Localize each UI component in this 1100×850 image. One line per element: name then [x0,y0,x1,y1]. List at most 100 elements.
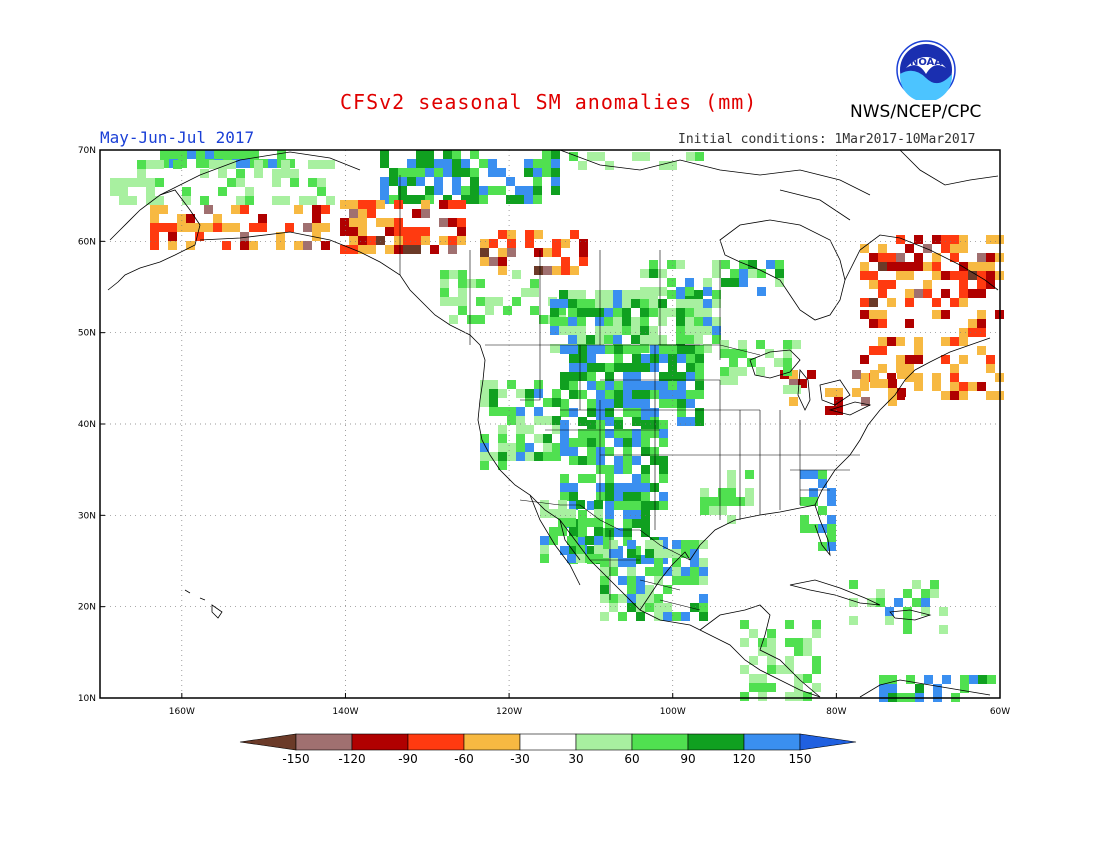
anomaly-cell [686,354,695,363]
anomaly-cell [461,186,470,195]
anomaly-cell [649,308,658,317]
anomaly-cell [641,474,650,483]
anomaly-cell [110,187,119,196]
anomaly-cell [425,186,434,195]
anomaly-cell [896,253,905,262]
anomaly-cell [578,429,587,438]
anomaly-cell [905,355,914,364]
anomaly-cell [807,370,816,379]
anomaly-cell [236,178,245,187]
anomaly-cell [587,474,596,483]
anomaly-cell [443,150,452,159]
anomaly-cell [204,205,213,214]
anomaly-cell [757,287,766,296]
anomaly-cell [552,389,561,398]
anomaly-cell [747,358,756,367]
anomaly-cell [569,152,578,161]
anomaly-cell [578,438,587,447]
anomaly-cell [695,345,704,354]
anomaly-cell [213,214,222,223]
anomaly-cell [636,585,645,594]
anomaly-cell [614,429,623,438]
anomaly-cell [941,244,950,253]
colorbar-segment [519,733,577,751]
anomaly-cell [695,354,704,363]
anomaly-cell [914,235,923,244]
anomaly-cell [480,380,489,389]
coastlines [107,149,999,698]
anomaly-cell [534,266,543,275]
anomaly-cell [699,612,708,621]
anomaly-cell [534,407,543,416]
anomaly-cell [587,438,596,447]
anomaly-cell [227,160,236,169]
anomaly-cell [631,326,640,335]
anomaly-cell [321,223,330,232]
anomaly-cell [677,381,686,390]
anomaly-cell [912,580,921,589]
anomaly-cell [749,683,758,692]
anomaly-cell [896,271,905,280]
anomaly-cell [879,684,888,693]
anomaly-cell [600,540,609,549]
anomaly-cell [738,349,747,358]
anomaly-cell [609,603,618,612]
anomaly-cell [622,326,631,335]
anomaly-cell [960,675,969,684]
anomaly-cell [586,299,595,308]
latitude-labels: 70N 60N 50N 40N 30N 20N 10N [78,146,105,704]
anomaly-cell [640,308,649,317]
anomaly-cell [534,248,543,257]
anomaly-cell [569,438,578,447]
colorbar-right-arrow [799,733,857,751]
anomaly-cell [756,340,765,349]
anomaly-cell [549,536,558,545]
anomaly-cell [168,232,177,241]
anomaly-cell [736,497,745,506]
anomaly-cell [631,299,640,308]
anomaly-cell [932,373,941,382]
anomaly-cell [470,168,479,177]
anomaly-cell [479,195,488,204]
anomaly-cell [650,456,659,465]
anomaly-cell [905,262,914,271]
anomaly-cell [618,576,627,585]
anomaly-cell [326,196,335,205]
anomaly-cell [605,519,614,528]
colorbar-segment [687,733,745,751]
anomaly-cell [349,227,358,236]
anomaly-cell [812,665,821,674]
anomaly-cell [977,280,986,289]
anomaly-cell [512,270,521,279]
anomaly-cell [480,443,489,452]
anomaly-cell [560,381,569,390]
anomaly-cell [594,500,603,509]
anomaly-cell [677,354,686,363]
anomaly-cell [578,345,587,354]
anomaly-cell [623,456,632,465]
anomaly-cell [690,567,699,576]
anomaly-cell [939,625,948,634]
anomaly-cell [146,160,155,169]
anomaly-cell [923,262,932,271]
anomaly-cell [389,195,398,204]
anomaly-cell [587,429,596,438]
anomaly-cell [258,223,267,232]
anomaly-cell [729,367,738,376]
anomaly-cell [605,161,614,170]
anomaly-cell [618,594,627,603]
anomaly-cell [685,317,694,326]
colorbar-segment [575,733,633,751]
hudson-bay [719,219,846,321]
anomaly-cell [458,270,467,279]
anomaly-cell [558,518,567,527]
anomaly-cell [654,576,663,585]
anomaly-cell [950,271,959,280]
anomaly-cell [932,310,941,319]
anomaly-cell [281,169,290,178]
anomaly-cell [915,684,924,693]
anomaly-cell [552,452,561,461]
anomaly-cell [627,549,636,558]
anomaly-cell [524,186,533,195]
anomaly-cell [878,337,887,346]
